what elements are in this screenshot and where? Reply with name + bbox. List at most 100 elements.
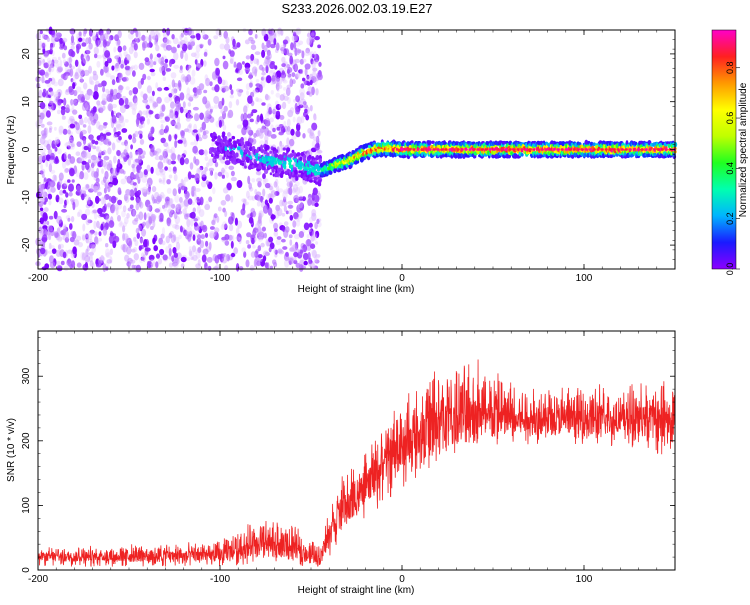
heatmap-cell (264, 112, 270, 120)
heatmap-cell (245, 55, 251, 60)
heatmap-cell (276, 86, 280, 92)
heatmap-cell (272, 127, 276, 133)
heatmap-cell (128, 134, 133, 140)
heatmap-cell (89, 76, 94, 85)
heatmap-cell (71, 104, 75, 110)
heatmap-cell (54, 231, 59, 239)
heatmap-cell (113, 46, 117, 53)
heatmap-cell (132, 133, 136, 139)
heatmap-cell (38, 115, 43, 124)
heatmap-cell (173, 122, 179, 130)
heatmap-cell (92, 91, 99, 100)
heatmap-cell (295, 197, 299, 203)
heatmap-cell (171, 79, 176, 88)
heatmap-cell (189, 218, 194, 227)
heatmap-cell (77, 242, 83, 248)
heatmap-cell (167, 208, 174, 215)
heatmap-cell (124, 143, 129, 152)
heatmap-cell (504, 148, 508, 151)
heatmap-cell (282, 147, 286, 151)
heatmap-cell (317, 190, 320, 196)
heatmap-cell (146, 118, 150, 125)
heatmap-cell (220, 139, 224, 144)
heatmap-cell (173, 174, 178, 182)
heatmap-cell (160, 43, 167, 48)
heatmap-cell (268, 106, 272, 115)
heatmap-cell (87, 125, 92, 134)
heatmap-cell (273, 37, 277, 46)
heatmap-cell (168, 93, 173, 98)
heatmap-cell (151, 90, 155, 97)
heatmap-cell (68, 48, 74, 57)
heatmap-cell (43, 177, 47, 182)
heatmap-cell (169, 198, 174, 204)
heatmap-cell (149, 53, 153, 60)
heatmap-cell (70, 198, 75, 203)
heatmap-cell (208, 167, 215, 172)
heatmap-cell (61, 115, 66, 120)
heatmap-cell (404, 148, 408, 151)
heatmap-cell (195, 226, 200, 231)
heatmap-cell (273, 247, 277, 254)
heatmap-cell (102, 105, 106, 111)
heatmap-cell (81, 160, 87, 165)
heatmap-cell (229, 94, 234, 99)
heatmap-cell (266, 40, 271, 48)
heatmap-cell (300, 98, 306, 106)
heatmap-cell (300, 115, 305, 124)
heatmap-cell (615, 153, 619, 157)
heatmap-cell (224, 210, 228, 217)
heatmap-cell (209, 171, 213, 176)
heatmap-cell (179, 157, 185, 166)
heatmap-cell (250, 138, 257, 145)
heatmap-cell (42, 191, 48, 198)
heatmap-cell (236, 62, 243, 71)
heatmap-cell (159, 171, 163, 177)
heatmap-cell (122, 244, 128, 253)
heatmap-cell (64, 168, 70, 173)
heatmap-cell (156, 194, 163, 199)
heatmap-cell (73, 98, 79, 104)
heatmap-cell (81, 96, 85, 103)
heatmap-cell (160, 137, 166, 144)
heatmap-cell (47, 181, 54, 188)
heatmap-cell (38, 200, 44, 208)
heatmap-cell (294, 58, 300, 64)
heatmap-cell (174, 134, 178, 140)
heatmap-cell (99, 149, 103, 157)
heatmap-cell (288, 159, 293, 163)
heatmap-cell (72, 109, 78, 115)
heatmap-cell (120, 63, 124, 69)
heatmap-cell (83, 145, 89, 151)
heatmap-cell (290, 128, 295, 136)
heatmap-cell (213, 213, 218, 219)
heatmap-cell (314, 256, 318, 263)
heatmap-cell (314, 222, 318, 230)
heatmap-cell (142, 110, 148, 115)
heatmap-cell (117, 199, 123, 206)
heatmap-cell (214, 255, 220, 264)
heatmap-cell (225, 36, 230, 44)
heatmap-cell (259, 113, 264, 122)
heatmap-cell (252, 89, 259, 94)
heatmap-cell (53, 81, 58, 87)
heatmap-cell (105, 248, 110, 257)
heatmap-cell (620, 148, 624, 151)
heatmap-cell (496, 148, 500, 151)
heatmap-cell (295, 27, 302, 35)
heatmap-cell (301, 50, 305, 59)
heatmap-cell (236, 77, 243, 82)
heatmap-cell (109, 95, 114, 103)
heatmap-cell (185, 231, 190, 240)
heatmap-cell (130, 29, 135, 35)
heatmap-cell (188, 123, 192, 129)
heatmap-cell (125, 86, 130, 91)
heatmap-cell (195, 188, 201, 192)
heatmap-cell (307, 193, 312, 200)
heatmap-cell (93, 156, 98, 164)
heatmap-cell (42, 33, 46, 39)
heatmap-cell (186, 74, 192, 83)
heatmap-cell (274, 228, 278, 233)
heatmap-cell (97, 207, 103, 215)
heatmap-cell (471, 141, 476, 145)
